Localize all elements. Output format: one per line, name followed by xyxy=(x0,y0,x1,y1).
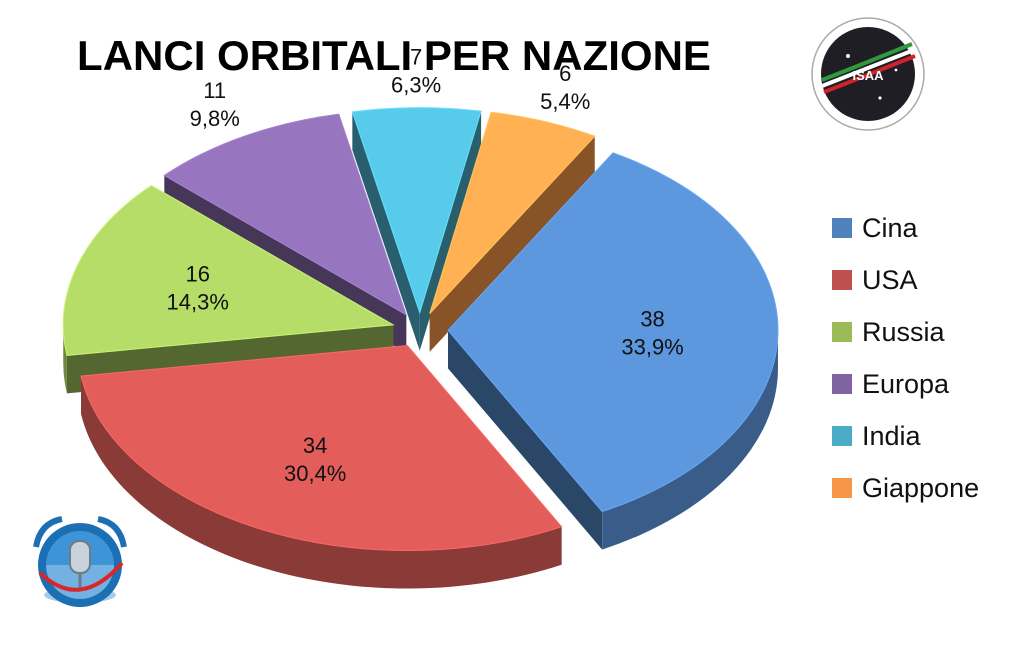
slice-value-label: 7 xyxy=(410,45,422,70)
slice-top xyxy=(62,184,395,356)
isaa-logo: ISAA xyxy=(811,17,925,131)
slice-top xyxy=(429,111,596,315)
slice-percent-label: 33,9% xyxy=(621,335,683,360)
legend-swatch-giappone xyxy=(832,478,852,498)
legend-label-russia: Russia xyxy=(862,317,946,347)
slice-wall xyxy=(447,330,603,550)
slice-wall xyxy=(352,111,420,351)
pie-slice-cina xyxy=(447,152,779,550)
slice-wall xyxy=(429,136,595,352)
legend-label-europa: Europa xyxy=(862,369,950,399)
pie-group xyxy=(62,107,779,589)
legend: Cina USA Russia Europa India Giappone xyxy=(832,213,979,503)
legend-label-giappone: Giappone xyxy=(862,473,979,503)
slice-value-label: 38 xyxy=(640,307,664,332)
legend-swatch-india xyxy=(832,426,852,446)
slice-rim xyxy=(81,376,562,589)
pie-slice-india xyxy=(351,107,482,351)
pie-slice-giappone xyxy=(429,111,596,352)
legend-swatch-russia xyxy=(832,322,852,342)
legend-swatch-europa xyxy=(832,374,852,394)
slice-wall xyxy=(419,111,482,351)
slice-top xyxy=(163,113,408,316)
slice-labels: 38 33,9% 34 30,4% 16 14,3% 11 9,8% 7 6,3% 6 5,4% xyxy=(167,45,684,486)
slice-percent-label: 9,8% xyxy=(190,106,240,131)
legend-swatch-cina xyxy=(832,218,852,238)
slice-percent-label: 5,4% xyxy=(540,89,590,114)
slice-value-label: 11 xyxy=(203,78,226,103)
legend-label-cina: Cina xyxy=(862,213,919,243)
slice-percent-label: 30,4% xyxy=(284,461,346,486)
slice-percent-label: 14,3% xyxy=(167,289,229,314)
slice-percent-label: 6,3% xyxy=(391,73,441,98)
pie-slice-usa xyxy=(80,345,563,589)
slice-value-label: 34 xyxy=(303,433,327,458)
legend-label-usa: USA xyxy=(862,265,918,295)
legend-label-india: India xyxy=(862,421,922,451)
slice-top xyxy=(80,345,563,552)
slice-value-label: 6 xyxy=(559,61,571,86)
legend-swatch-usa xyxy=(832,270,852,290)
slice-top xyxy=(351,107,482,315)
logo-text: ISAA xyxy=(852,68,884,83)
microphone-globe-logo xyxy=(33,516,127,607)
chart-title: LANCI ORBITALI PER NAZIONE xyxy=(77,32,711,79)
slice-top xyxy=(447,152,779,513)
slice-value-label: 16 xyxy=(185,261,209,286)
